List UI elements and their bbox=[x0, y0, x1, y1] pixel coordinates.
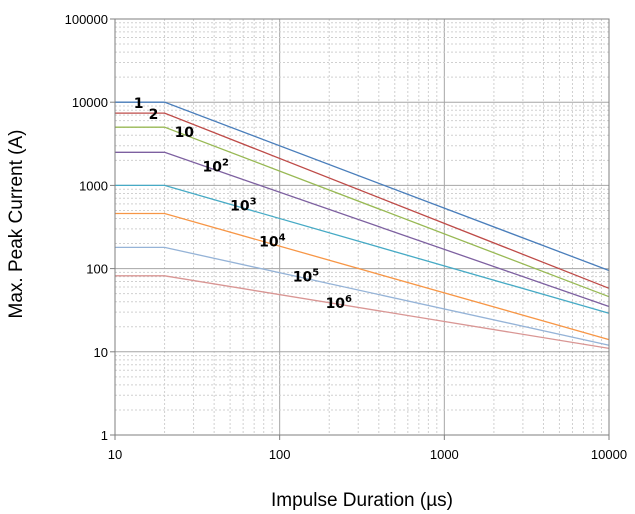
y-tick-label: 1000 bbox=[79, 178, 108, 193]
plot-frame bbox=[114, 18, 610, 436]
y-axis-title: Max. Peak Current (A) bbox=[6, 130, 27, 319]
series-line bbox=[115, 246, 610, 346]
series-line bbox=[115, 126, 610, 298]
series-line bbox=[115, 184, 610, 314]
series-line bbox=[115, 101, 610, 272]
series-line bbox=[115, 112, 610, 289]
series-line bbox=[115, 212, 610, 341]
y-tick-label: 100 bbox=[86, 262, 108, 277]
x-tick-label: 1000 bbox=[430, 447, 459, 462]
x-tick-label: 100 bbox=[269, 447, 291, 462]
curve-label: 104 bbox=[259, 232, 285, 250]
curve-label: 2 bbox=[149, 107, 159, 123]
y-tick-label: 1 bbox=[101, 428, 108, 443]
x-tick-label: 10 bbox=[108, 447, 122, 462]
y-tick-label: 10 bbox=[94, 345, 108, 360]
x-tick-label: 10000 bbox=[591, 447, 627, 462]
y-tick-label: 100000 bbox=[65, 12, 108, 27]
series-line bbox=[115, 151, 610, 308]
series-line bbox=[115, 275, 610, 350]
x-axis-title: Impulse Duration (µs) bbox=[271, 490, 453, 511]
curve-label: 106 bbox=[326, 294, 352, 312]
curve-label: 105 bbox=[293, 268, 319, 286]
curve-label: 102 bbox=[203, 157, 229, 175]
curve-label: 1 bbox=[134, 96, 144, 112]
curve-label: 103 bbox=[230, 196, 256, 214]
y-tick-label: 10000 bbox=[72, 95, 108, 110]
curve-label: 10 bbox=[175, 125, 195, 141]
series-lines bbox=[115, 101, 610, 350]
grid-lines bbox=[114, 19, 609, 436]
